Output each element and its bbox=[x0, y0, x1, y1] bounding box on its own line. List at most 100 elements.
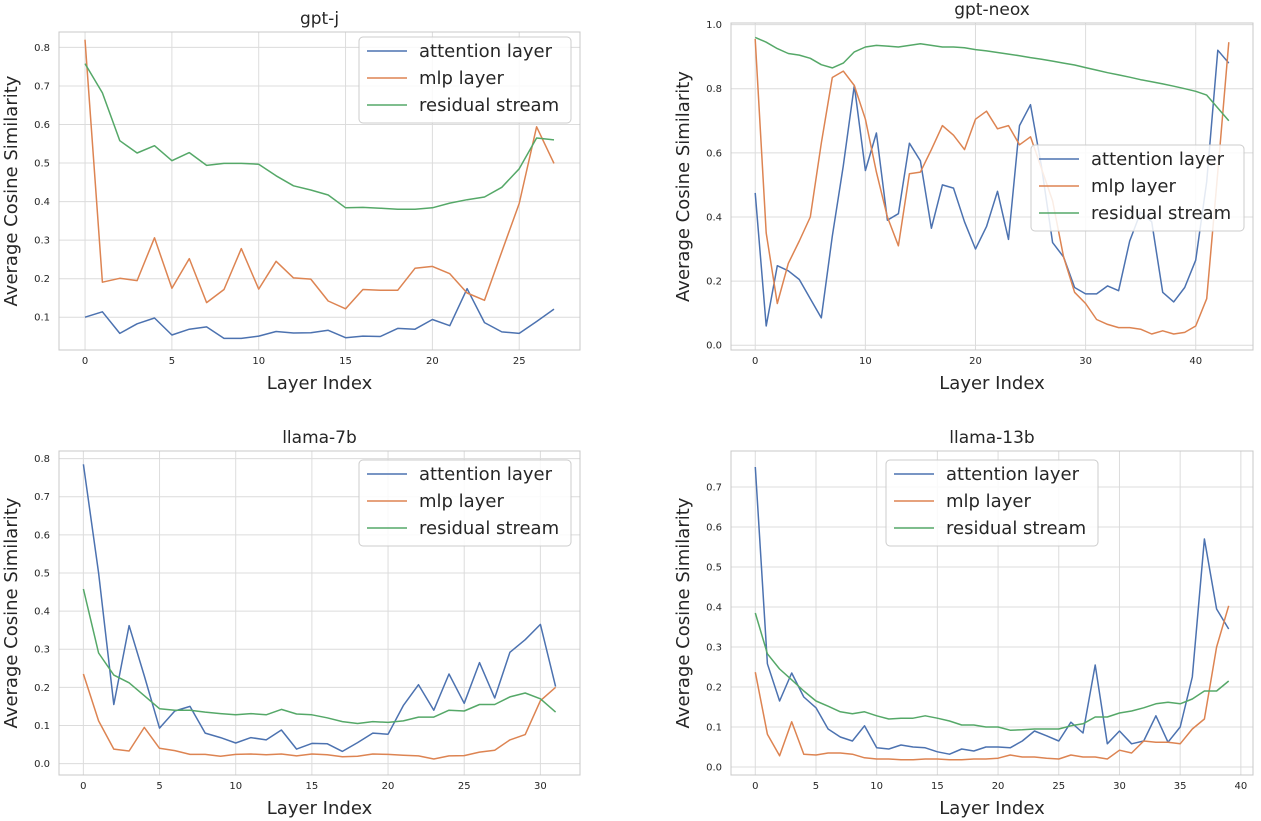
x-tick-label: 20 bbox=[992, 781, 1005, 792]
plot-frame bbox=[730, 22, 1254, 351]
x-tick-label: 10 bbox=[229, 781, 242, 792]
legend-box bbox=[1030, 144, 1245, 232]
series-line-attention-layer bbox=[82, 464, 557, 753]
chart-title: gpt-j bbox=[300, 9, 339, 29]
y-tick-label: 0.2 bbox=[34, 683, 50, 694]
plot-frame bbox=[58, 450, 581, 776]
y-axis-label: Average Cosine Similarity bbox=[1, 75, 22, 306]
series-line-residual-stream bbox=[84, 63, 555, 211]
y-tick-label: 0.4 bbox=[34, 607, 50, 618]
legend-label: residual stream bbox=[419, 518, 559, 539]
legend-label: attention layer bbox=[419, 464, 553, 485]
x-tick-label: 30 bbox=[1113, 781, 1126, 792]
y-tick-label: 0.7 bbox=[706, 483, 722, 494]
plot-frame bbox=[58, 31, 581, 351]
y-tick-label: 0.2 bbox=[706, 683, 722, 694]
chart-panel-llama-13b: 0 5 10 15 20 25 30 35 40 0.0 0.1 0.2 0.3 0.4 0.5 0.6 0.7… bbox=[673, 428, 1254, 819]
y-tick-label: 0.5 bbox=[34, 159, 50, 170]
chart-panel-llama-7b: 0 5 10 15 20 25 30 0.0 0.1 0.2 0.3 0.4 0.5 0.6 0.7 0.8 l… bbox=[1, 428, 581, 819]
legend-label: attention layer bbox=[946, 464, 1080, 485]
x-axis-label: Layer Index bbox=[267, 798, 373, 819]
x-tick-label: 25 bbox=[458, 781, 471, 792]
y-tick-label: 0.3 bbox=[706, 643, 722, 654]
chart-panel-gpt-j: 0 5 10 15 20 25 0.1 0.2 0.3 0.4 0.5 0.6 0.7 0.8 gpt-j L… bbox=[1, 9, 581, 394]
series-line-attention-layer bbox=[84, 287, 555, 340]
x-axis-label: Layer Index bbox=[939, 798, 1045, 819]
series-line-mlp-layer bbox=[82, 673, 557, 760]
y-tick-label: 0.0 bbox=[706, 341, 722, 352]
x-tick-label: 10 bbox=[870, 781, 883, 792]
y-tick-label: 0.6 bbox=[706, 148, 722, 159]
legend: attention layer mlp layer residual stream bbox=[358, 459, 572, 547]
x-tick-label: 15 bbox=[339, 356, 352, 367]
y-tick-label: 0.7 bbox=[34, 492, 50, 503]
x-tick-label: 15 bbox=[306, 781, 319, 792]
x-tick-label: 20 bbox=[382, 781, 395, 792]
y-tick-label: 0.8 bbox=[706, 84, 722, 95]
y-tick-label: 0.5 bbox=[706, 563, 722, 574]
x-tick-label: 0 bbox=[80, 781, 86, 792]
legend-label: residual stream bbox=[419, 95, 559, 116]
legend: attention layer mlp layer residual stream bbox=[358, 36, 572, 124]
series-line-residual-stream bbox=[754, 612, 1230, 731]
x-tick-label: 5 bbox=[156, 781, 162, 792]
x-tick-label: 0 bbox=[82, 356, 88, 367]
x-tick-label: 20 bbox=[969, 356, 982, 367]
y-axis-label: Average Cosine Similarity bbox=[673, 497, 694, 728]
legend-label: attention layer bbox=[419, 41, 553, 62]
x-tick-label: 25 bbox=[513, 356, 526, 367]
series-line-mlp-layer bbox=[754, 605, 1230, 761]
legend-label: residual stream bbox=[1091, 203, 1231, 224]
x-tick-label: 0 bbox=[752, 356, 758, 367]
series-line-attention-layer bbox=[754, 466, 1230, 755]
legend-box bbox=[358, 36, 572, 124]
y-tick-label: 0.3 bbox=[34, 236, 50, 247]
x-tick-label: 40 bbox=[1189, 356, 1202, 367]
series-line-mlp-layer bbox=[754, 38, 1230, 335]
series-line-residual-stream bbox=[82, 588, 557, 725]
x-tick-label: 40 bbox=[1234, 781, 1247, 792]
x-axis-label: Layer Index bbox=[267, 373, 373, 394]
y-tick-label: 1.0 bbox=[706, 20, 722, 31]
y-tick-label: 0.4 bbox=[706, 212, 722, 223]
y-tick-label: 0.7 bbox=[34, 81, 50, 92]
y-axis-label: Average Cosine Similarity bbox=[1, 497, 22, 728]
x-tick-label: 30 bbox=[534, 781, 547, 792]
legend-label: residual stream bbox=[946, 518, 1086, 539]
legend-label: mlp layer bbox=[419, 68, 504, 89]
chart-panel-gpt-neox: 0 10 20 30 40 0.0 0.2 0.4 0.6 0.8 1.0 gpt-neox Layer… bbox=[673, 0, 1254, 394]
y-tick-label: 0.6 bbox=[34, 120, 50, 131]
y-tick-label: 0.2 bbox=[706, 277, 722, 288]
legend-label: mlp layer bbox=[946, 491, 1031, 512]
x-tick-label: 30 bbox=[1079, 356, 1092, 367]
x-axis-label: Layer Index bbox=[939, 373, 1045, 394]
x-tick-label: 5 bbox=[813, 781, 819, 792]
plot-frame bbox=[730, 450, 1254, 776]
y-tick-label: 0.3 bbox=[34, 645, 50, 656]
chart-title: llama-13b bbox=[949, 428, 1034, 448]
x-tick-label: 10 bbox=[859, 356, 872, 367]
series-line-residual-stream bbox=[754, 36, 1230, 122]
x-tick-label: 5 bbox=[169, 356, 175, 367]
y-tick-label: 0.6 bbox=[34, 530, 50, 541]
y-tick-label: 0.5 bbox=[34, 568, 50, 579]
legend-label: mlp layer bbox=[419, 491, 504, 512]
y-tick-label: 0.4 bbox=[706, 603, 722, 614]
legend: attention layer mlp layer residual stream bbox=[885, 459, 1099, 547]
legend-label: mlp layer bbox=[1091, 176, 1176, 197]
x-tick-label: 20 bbox=[426, 356, 439, 367]
y-tick-label: 0.1 bbox=[34, 721, 50, 732]
y-axis-label: Average Cosine Similarity bbox=[673, 71, 694, 302]
y-tick-label: 0.0 bbox=[34, 759, 50, 770]
legend-box bbox=[358, 459, 572, 547]
x-tick-label: 0 bbox=[752, 781, 758, 792]
x-tick-label: 10 bbox=[252, 356, 265, 367]
y-tick-label: 0.1 bbox=[34, 313, 50, 324]
y-tick-label: 0.8 bbox=[34, 43, 50, 54]
legend-box bbox=[885, 459, 1099, 547]
legend-label: attention layer bbox=[1091, 149, 1225, 170]
chart-title: gpt-neox bbox=[954, 0, 1030, 20]
y-tick-label: 0.6 bbox=[706, 523, 722, 534]
x-tick-label: 35 bbox=[1174, 781, 1187, 792]
